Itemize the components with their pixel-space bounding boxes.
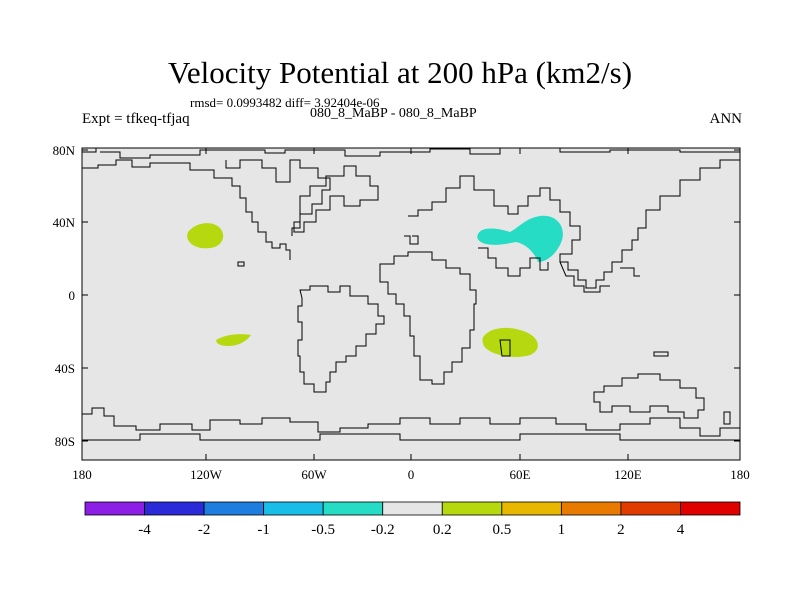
colorbar-label: 2: [617, 522, 625, 538]
lat-label-80n: 80N: [53, 143, 76, 158]
lon-label-180e: 180: [730, 467, 750, 482]
season-label: ANN: [709, 111, 743, 127]
experiment-label: Expt = tfkeq-tfjaq: [82, 111, 190, 127]
coastline-southeast-asia: [559, 261, 640, 293]
colorbar-swatch: [560, 501, 622, 516]
lon-label-60w: 60W: [301, 467, 327, 482]
lon-label-120e: 120E: [614, 467, 642, 482]
coastline-eurasia: [404, 159, 740, 289]
colorbar-swatch: [84, 501, 145, 516]
colorbar-swatch: [322, 501, 384, 516]
anomaly-south-pacific: [216, 334, 251, 346]
colorbar-label: 4: [677, 522, 685, 538]
anomaly-middle-east: [477, 215, 563, 262]
stats-text: rmsd= 0.0993482 diff= 3.92404e-06: [190, 95, 380, 110]
coastline-australia: [593, 373, 705, 419]
lat-label-0: 0: [69, 288, 76, 303]
axis-ticks: [81, 148, 741, 460]
colorbar-label: 0.2: [433, 522, 452, 538]
colorbar-label: 1: [558, 522, 566, 538]
coastline-africa: [379, 251, 477, 385]
colorbar-swatch: [382, 501, 443, 516]
map-background: [81, 147, 741, 461]
colorbar-label: -1: [257, 522, 270, 538]
lon-label-0: 0: [408, 467, 415, 482]
colorbar-label: -4: [138, 522, 151, 538]
lon-label-120w: 120W: [190, 467, 223, 482]
colorbar-swatch: [620, 501, 681, 516]
colorbar-swatch: [501, 501, 562, 516]
colorbar-swatch: [203, 501, 265, 516]
colorbar-label: -0.2: [371, 522, 395, 538]
coastline-south-america: [297, 285, 385, 393]
lon-label-60e: 60E: [510, 467, 531, 482]
colorbar: -4 -2 -1 -0.5 -0.2 0.2 0.5 1 2 4: [84, 501, 741, 538]
coastline-antarctica-inner: [82, 433, 740, 441]
coastline-antarctica: [82, 407, 740, 437]
coastline-north-america: [81, 155, 331, 260]
colorbar-swatch: [263, 501, 324, 516]
colorbar-swatch: [441, 501, 503, 516]
lat-label-40s: 40S: [55, 361, 75, 376]
anomaly-north-pacific: [187, 223, 224, 249]
colorbar-label: -2: [198, 522, 211, 538]
coastline-greenland: [293, 165, 379, 233]
coastline-madagascar: [499, 339, 511, 357]
colorbar-swatch: [680, 501, 741, 516]
lat-label-80s: 80S: [55, 434, 75, 449]
colorbar-swatch: [144, 501, 205, 516]
coastlines: [81, 147, 740, 441]
colorbar-label: 0.5: [492, 522, 511, 538]
colorbar-label: -0.5: [311, 522, 335, 538]
coastline-new-zealand: [723, 411, 731, 425]
coastline-arabia-india: [478, 247, 549, 277]
case-label: 080_8_MaBP - 080_8_MaBP: [310, 106, 477, 121]
lon-label-180w: 180: [72, 467, 92, 482]
coastline-islands: [237, 261, 669, 357]
plot-title: Velocity Potential at 200 hPa (km2/s): [167, 55, 633, 90]
lat-label-40n: 40N: [53, 215, 76, 230]
